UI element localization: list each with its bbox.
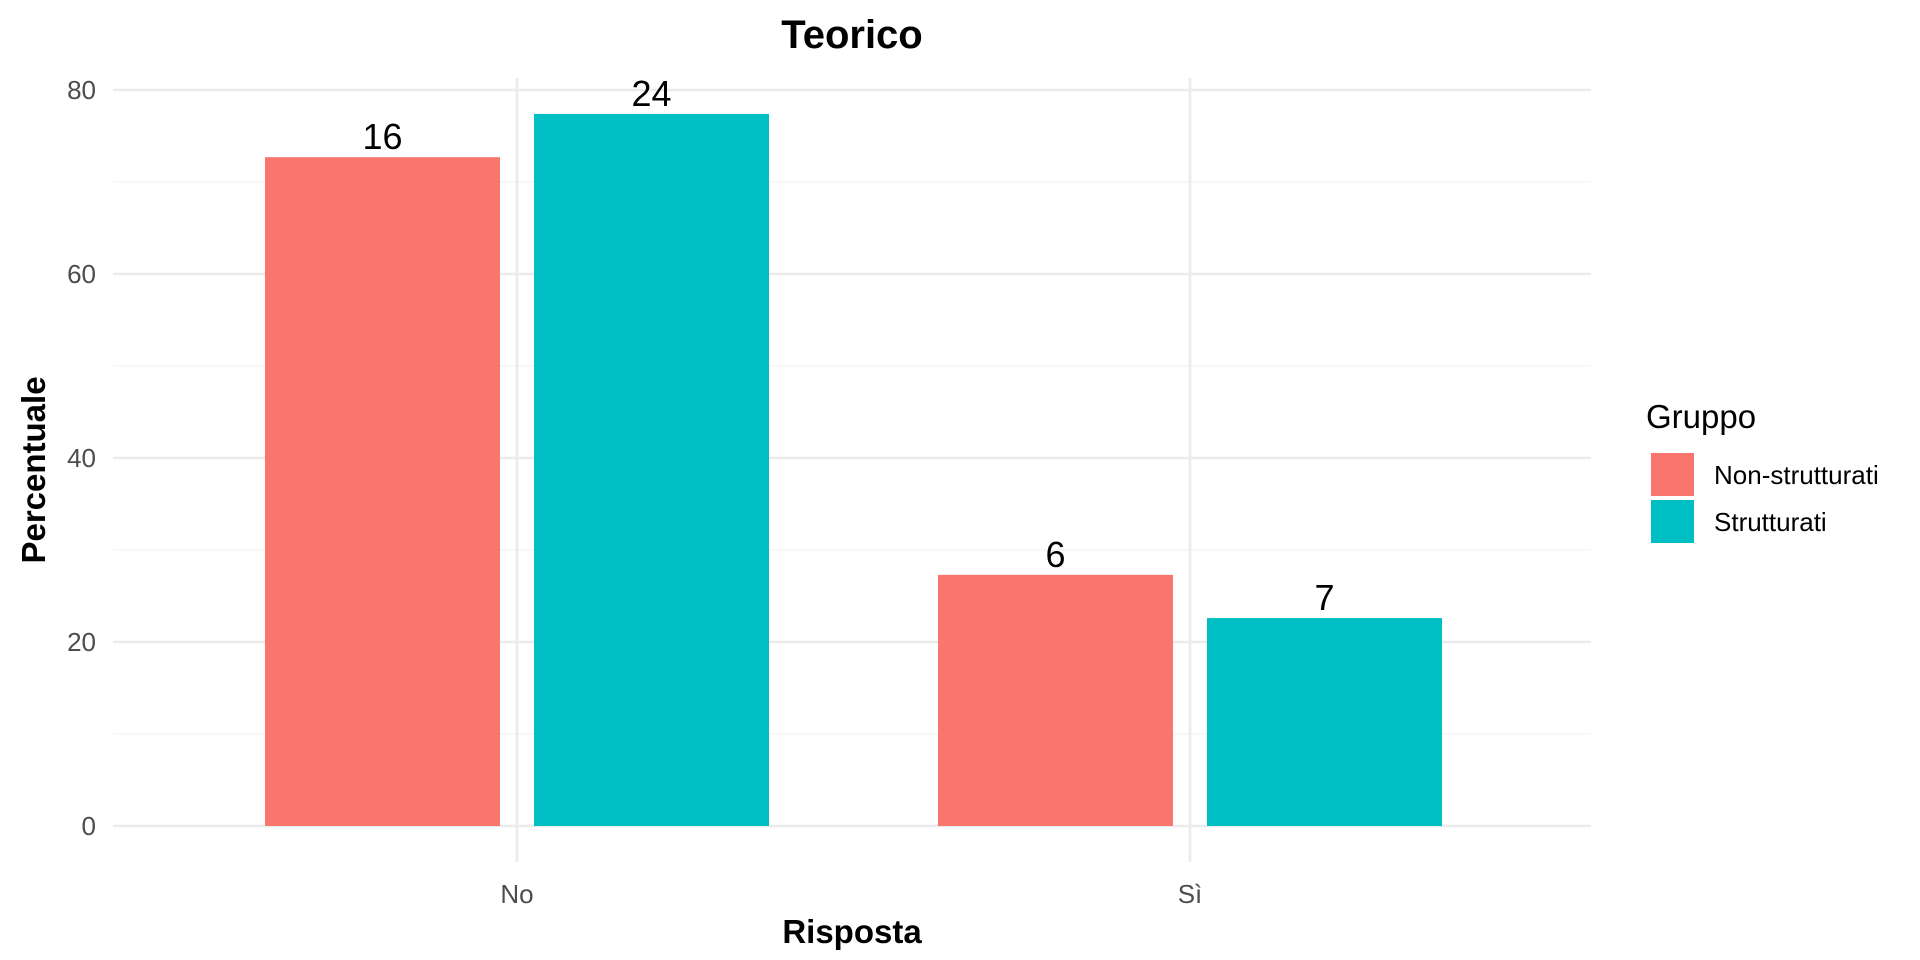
- legend-key: [1651, 453, 1694, 496]
- y-axis-title: Percentuale: [15, 376, 52, 563]
- bar-value-label: 16: [362, 116, 402, 157]
- legend: Gruppo Non-strutturati Strutturati: [1646, 398, 1879, 543]
- x-tick-label: No: [500, 879, 533, 909]
- y-tick-label: 80: [67, 75, 96, 105]
- y-tick-label: 20: [67, 627, 96, 657]
- bar: [265, 157, 500, 826]
- y-tick-label: 0: [82, 811, 96, 841]
- y-tick-label: 60: [67, 259, 96, 289]
- x-axis-title: Risposta: [782, 913, 922, 950]
- bar-value-label: 6: [1045, 534, 1065, 575]
- bar: [938, 574, 1173, 826]
- x-tick-label: Sì: [1178, 879, 1203, 909]
- bar-value-label: 24: [631, 73, 671, 114]
- y-axis: 0 20 40 60 80: [67, 75, 96, 841]
- bar-value-label: 7: [1314, 577, 1334, 618]
- bar: [1207, 618, 1442, 826]
- legend-title: Gruppo: [1646, 398, 1756, 435]
- bar: [534, 113, 769, 827]
- legend-label: Non-strutturati: [1714, 460, 1879, 490]
- legend-key: [1651, 500, 1694, 543]
- bars: [265, 113, 1442, 827]
- x-axis: No Sì: [500, 879, 1202, 909]
- chart-title: Teorico: [781, 13, 923, 57]
- legend-label: Strutturati: [1714, 507, 1827, 537]
- data-labels: 16 6 24 7: [362, 73, 1334, 618]
- y-tick-label: 40: [67, 443, 96, 473]
